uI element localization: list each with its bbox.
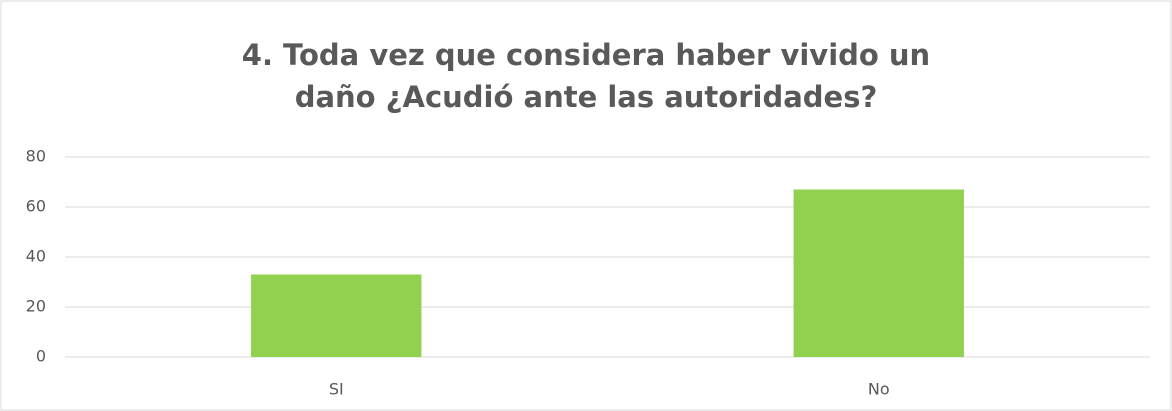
y-tick-label: 60 bbox=[26, 197, 46, 216]
y-tick-label: 40 bbox=[26, 247, 46, 266]
bar bbox=[251, 274, 422, 357]
y-tick-label: 80 bbox=[26, 147, 46, 166]
bar bbox=[793, 189, 964, 357]
x-tick-label: No bbox=[868, 380, 890, 399]
y-tick-label: 20 bbox=[26, 297, 46, 316]
y-tick-label: 0 bbox=[36, 347, 46, 366]
chart-title: 4. Toda vez que considera haber vivido u… bbox=[241, 38, 931, 114]
x-tick-label: SI bbox=[329, 380, 344, 399]
